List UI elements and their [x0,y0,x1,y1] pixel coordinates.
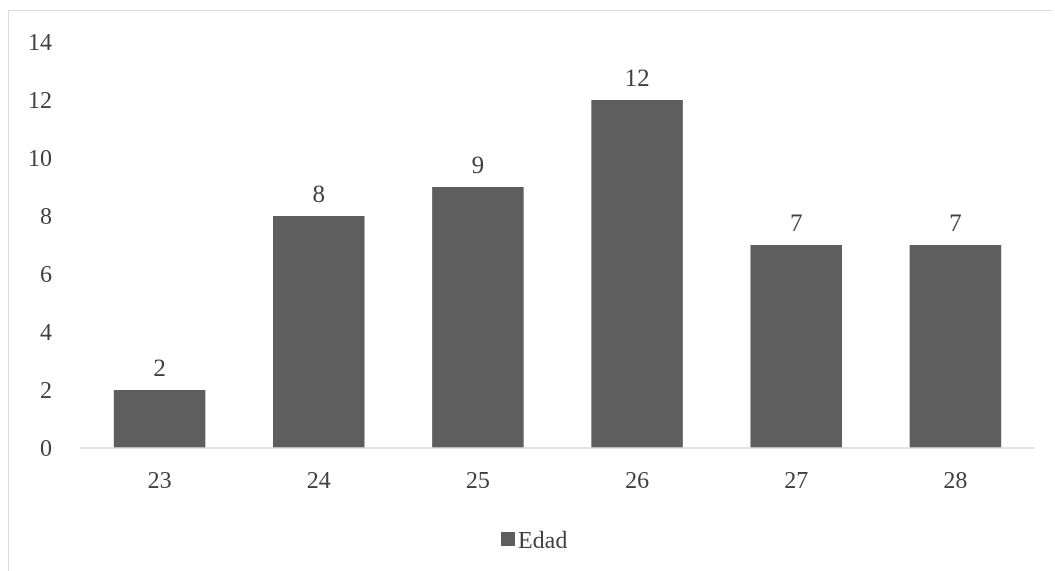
x-tick-label-25: 25 [466,468,490,494]
bar-25 [432,187,524,448]
x-tick-label-27: 27 [784,468,808,494]
data-label-24: 8 [313,181,326,208]
data-label-23: 2 [153,355,166,382]
y-tick-label-4: 4 [40,320,52,346]
x-tick-label-24: 24 [307,468,331,494]
legend-label-edad: Edad [518,528,567,554]
data-label-26: 12 [625,65,650,92]
data-label-25: 9 [472,152,485,179]
x-tick-label-26: 26 [625,468,649,494]
bar-27 [750,245,843,448]
bar-24 [272,216,365,448]
legend: Edad [501,528,567,554]
bar-23 [113,390,206,448]
bar-26 [591,100,683,448]
y-tick-label-0: 0 [40,436,52,462]
y-tick-label-14: 14 [28,30,52,56]
bars [113,100,1002,448]
y-axis-ticks: 0 2 4 6 8 10 12 14 [28,30,52,462]
y-tick-label-6: 6 [40,262,52,288]
y-tick-label-8: 8 [40,204,52,230]
y-tick-label-12: 12 [28,88,52,114]
chart-frame [8,10,1052,571]
x-tick-label-28: 28 [943,468,967,494]
data-labels: 2 8 9 12 7 7 [153,65,961,382]
y-tick-label-10: 10 [28,146,52,172]
x-axis-ticks: 23 24 25 26 27 28 [148,468,968,494]
y-tick-label-2: 2 [40,378,52,404]
x-tick-label-23: 23 [148,468,172,494]
legend-swatch-edad [501,532,515,546]
data-label-27: 7 [790,210,803,237]
bar-28 [909,245,1002,448]
data-label-28: 7 [949,210,962,237]
